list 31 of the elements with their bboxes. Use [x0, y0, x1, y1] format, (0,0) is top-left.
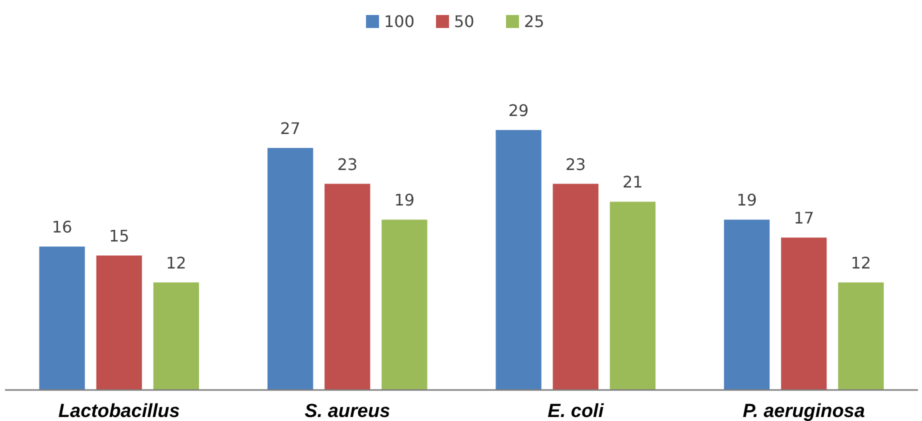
data-label: 17 [794, 208, 814, 228]
bar [324, 184, 370, 390]
data-label: 16 [52, 218, 72, 237]
bar [838, 282, 884, 390]
bar [382, 220, 428, 390]
bar [153, 282, 200, 390]
bar [781, 238, 827, 390]
data-label: 23 [337, 154, 358, 174]
data-label: 15 [108, 226, 130, 246]
bar [267, 148, 314, 390]
legend-label: 50 [454, 12, 474, 31]
x-tick-label: S. aureus [304, 401, 390, 421]
data-label: 12 [166, 253, 186, 272]
data-label: 21 [622, 172, 643, 192]
bar [552, 184, 598, 390]
bar [496, 130, 542, 390]
data-label: 27 [280, 118, 300, 138]
x-tick-label: Lactobacillus [58, 401, 180, 421]
bar [96, 256, 142, 390]
data-label: 23 [565, 154, 586, 174]
data-label: 19 [736, 190, 757, 210]
legend-label: 25 [524, 12, 544, 31]
legend-label: 100 [384, 12, 415, 31]
bar [39, 246, 85, 390]
bar [724, 220, 770, 390]
x-tick-label: P. aeruginosa [742, 401, 866, 421]
data-label: 12 [850, 253, 872, 272]
x-tick-label: E. coli [548, 401, 604, 421]
bar [610, 202, 656, 390]
data-label: 19 [394, 190, 415, 210]
data-label: 29 [508, 101, 529, 120]
